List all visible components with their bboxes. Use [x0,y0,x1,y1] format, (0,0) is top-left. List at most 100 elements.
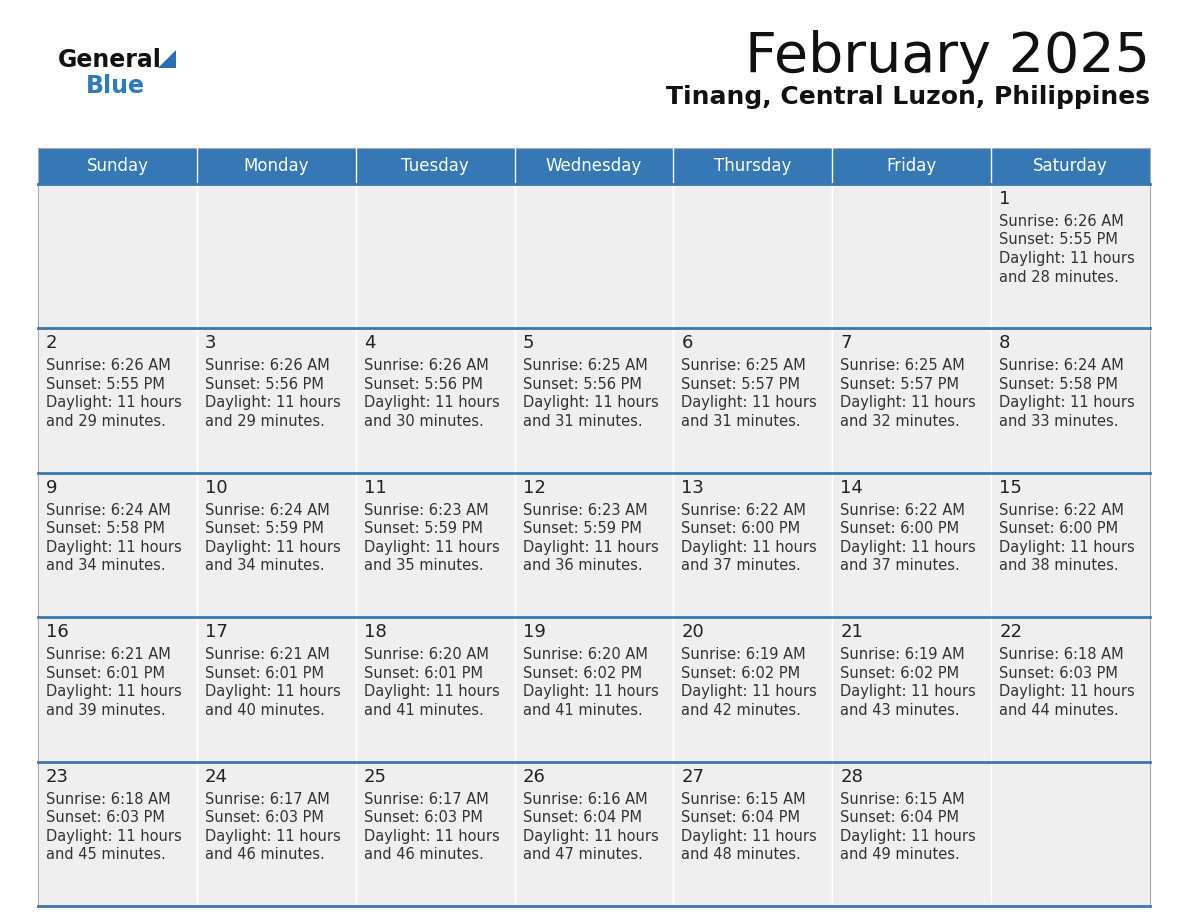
Text: Sunrise: 6:18 AM: Sunrise: 6:18 AM [46,791,171,807]
Text: Daylight: 11 hours: Daylight: 11 hours [682,684,817,700]
Text: 5: 5 [523,334,535,353]
Bar [514,762,674,906]
Bar [197,329,355,473]
Text: Daylight: 11 hours: Daylight: 11 hours [364,540,499,554]
Bar [833,329,991,473]
Text: Sunset: 5:57 PM: Sunset: 5:57 PM [682,377,801,392]
Text: Daylight: 11 hours: Daylight: 11 hours [46,396,182,410]
Text: Sunset: 6:01 PM: Sunset: 6:01 PM [46,666,165,681]
Text: and 48 minutes.: and 48 minutes. [682,847,801,862]
Text: Sunset: 6:04 PM: Sunset: 6:04 PM [682,810,801,825]
Text: Sunrise: 6:22 AM: Sunrise: 6:22 AM [840,503,965,518]
Text: Daylight: 11 hours: Daylight: 11 hours [46,829,182,844]
Text: Sunset: 6:01 PM: Sunset: 6:01 PM [364,666,482,681]
Bar [514,617,674,762]
Text: Sunset: 5:59 PM: Sunset: 5:59 PM [364,521,482,536]
Text: Sunrise: 6:15 AM: Sunrise: 6:15 AM [682,791,805,807]
Text: Daylight: 11 hours: Daylight: 11 hours [364,684,499,700]
Polygon shape [158,50,176,68]
Bar [38,184,197,329]
Text: Sunrise: 6:20 AM: Sunrise: 6:20 AM [523,647,647,662]
Text: Daylight: 11 hours: Daylight: 11 hours [204,540,341,554]
Text: Daylight: 11 hours: Daylight: 11 hours [999,540,1135,554]
Bar [991,762,1150,906]
Text: 24: 24 [204,767,228,786]
Text: Sunset: 6:02 PM: Sunset: 6:02 PM [682,666,801,681]
Text: Sunrise: 6:24 AM: Sunrise: 6:24 AM [46,503,171,518]
Text: and 33 minutes.: and 33 minutes. [999,414,1119,429]
Text: 2: 2 [46,334,57,353]
Text: and 46 minutes.: and 46 minutes. [364,847,484,862]
Text: Sunrise: 6:17 AM: Sunrise: 6:17 AM [204,791,329,807]
Text: Daylight: 11 hours: Daylight: 11 hours [999,251,1135,266]
Text: and 28 minutes.: and 28 minutes. [999,270,1119,285]
Bar [38,617,197,762]
Bar [197,617,355,762]
Bar [991,473,1150,617]
Bar [197,762,355,906]
Text: Daylight: 11 hours: Daylight: 11 hours [999,684,1135,700]
Bar [197,184,355,329]
Bar [514,184,674,329]
Text: Friday: Friday [886,157,937,175]
Text: Sunset: 6:04 PM: Sunset: 6:04 PM [523,810,642,825]
Bar [38,329,197,473]
Text: and 29 minutes.: and 29 minutes. [46,414,166,429]
Text: Sunrise: 6:19 AM: Sunrise: 6:19 AM [682,647,805,662]
Bar [674,329,833,473]
Text: Saturday: Saturday [1034,157,1108,175]
Text: 21: 21 [840,623,864,641]
Text: Daylight: 11 hours: Daylight: 11 hours [204,829,341,844]
Bar [355,617,514,762]
Text: Sunset: 6:01 PM: Sunset: 6:01 PM [204,666,324,681]
Text: Sunset: 6:03 PM: Sunset: 6:03 PM [46,810,165,825]
Text: and 45 minutes.: and 45 minutes. [46,847,166,862]
Text: Daylight: 11 hours: Daylight: 11 hours [999,396,1135,410]
Text: and 49 minutes.: and 49 minutes. [840,847,960,862]
Text: Blue: Blue [86,74,145,98]
Text: Sunrise: 6:24 AM: Sunrise: 6:24 AM [204,503,329,518]
Text: 11: 11 [364,479,386,497]
Text: Sunset: 5:59 PM: Sunset: 5:59 PM [523,521,642,536]
Text: Sunrise: 6:24 AM: Sunrise: 6:24 AM [999,358,1124,374]
Text: and 29 minutes.: and 29 minutes. [204,414,324,429]
Text: Sunset: 5:59 PM: Sunset: 5:59 PM [204,521,324,536]
Text: and 36 minutes.: and 36 minutes. [523,558,643,574]
Bar [991,184,1150,329]
Text: and 31 minutes.: and 31 minutes. [682,414,801,429]
Text: Daylight: 11 hours: Daylight: 11 hours [46,684,182,700]
Text: Sunrise: 6:23 AM: Sunrise: 6:23 AM [523,503,647,518]
Text: Sunset: 5:56 PM: Sunset: 5:56 PM [523,377,642,392]
Text: Sunrise: 6:26 AM: Sunrise: 6:26 AM [364,358,488,374]
Bar [514,329,674,473]
Text: Sunset: 6:00 PM: Sunset: 6:00 PM [999,521,1118,536]
Text: 8: 8 [999,334,1011,353]
Bar [514,473,674,617]
Text: and 38 minutes.: and 38 minutes. [999,558,1119,574]
Text: Sunrise: 6:25 AM: Sunrise: 6:25 AM [682,358,807,374]
Text: and 37 minutes.: and 37 minutes. [682,558,801,574]
Text: Sunset: 5:56 PM: Sunset: 5:56 PM [204,377,324,392]
Text: Sunrise: 6:17 AM: Sunrise: 6:17 AM [364,791,488,807]
Text: 26: 26 [523,767,545,786]
Text: Sunset: 5:58 PM: Sunset: 5:58 PM [999,377,1118,392]
Text: and 41 minutes.: and 41 minutes. [364,702,484,718]
Text: 10: 10 [204,479,227,497]
Bar [197,148,355,184]
Text: Sunset: 5:57 PM: Sunset: 5:57 PM [840,377,959,392]
Text: Sunset: 6:02 PM: Sunset: 6:02 PM [840,666,960,681]
Bar [38,762,197,906]
Text: Sunrise: 6:25 AM: Sunrise: 6:25 AM [840,358,965,374]
Bar [833,617,991,762]
Text: Sunrise: 6:26 AM: Sunrise: 6:26 AM [46,358,171,374]
Bar [514,148,674,184]
Text: and 44 minutes.: and 44 minutes. [999,702,1119,718]
Bar [38,148,197,184]
Text: 23: 23 [46,767,69,786]
Text: and 31 minutes.: and 31 minutes. [523,414,643,429]
Text: Daylight: 11 hours: Daylight: 11 hours [46,540,182,554]
Text: 27: 27 [682,767,704,786]
Text: and 34 minutes.: and 34 minutes. [204,558,324,574]
Text: 17: 17 [204,623,228,641]
Bar [674,617,833,762]
